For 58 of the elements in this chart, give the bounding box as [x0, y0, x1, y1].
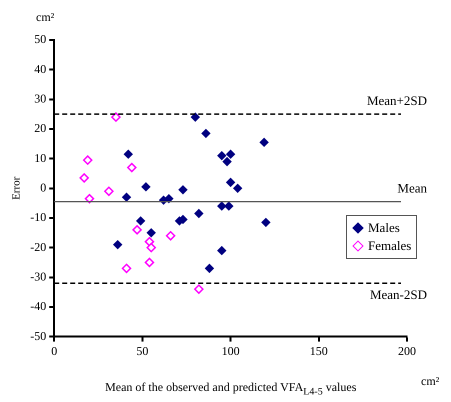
y-tick-label: -40 — [30, 299, 46, 314]
point — [132, 225, 142, 235]
point — [84, 194, 94, 204]
point — [113, 240, 122, 250]
point — [111, 112, 121, 122]
point — [201, 128, 210, 138]
point — [141, 182, 150, 192]
x-tick-label: 0 — [51, 344, 58, 358]
ref-line-label: Mean — [397, 180, 428, 196]
point — [226, 150, 236, 159]
point — [82, 155, 92, 165]
point — [79, 173, 89, 183]
point — [104, 186, 114, 196]
point — [127, 162, 137, 172]
point — [194, 284, 204, 294]
point — [222, 157, 232, 166]
point — [166, 231, 176, 241]
point — [136, 216, 146, 226]
y-tick-label: 20 — [34, 121, 46, 136]
point — [194, 209, 204, 218]
point — [204, 264, 214, 273]
y-tick-label: -10 — [30, 210, 46, 224]
ref-line-label: Mean-2SD — [370, 287, 427, 302]
point — [178, 185, 188, 194]
point — [224, 202, 234, 211]
x-axis-title: Mean of the observed and predicted VFA$_{L4-5}$ values — [105, 380, 356, 398]
point — [146, 242, 156, 252]
x-tick-label: 50 — [136, 344, 148, 358]
y-tick-label: 0 — [40, 180, 46, 194]
point — [146, 228, 156, 238]
x-tick-label: 200 — [398, 344, 416, 358]
text: cm² — [421, 374, 440, 389]
x-tick-label: 100 — [222, 344, 240, 358]
point — [122, 192, 132, 202]
point — [217, 151, 226, 160]
point — [124, 150, 133, 159]
x-tick-label: 150 — [310, 344, 328, 358]
y-tick-label: -50 — [30, 328, 46, 343]
point — [122, 264, 132, 274]
y-tick-label: -20 — [30, 240, 46, 254]
point — [217, 246, 226, 256]
point — [190, 112, 200, 122]
point — [226, 178, 236, 187]
y-tick-label: -30 — [30, 269, 46, 284]
y-tick-label: 10 — [34, 150, 46, 165]
y-axis-title: Error — [10, 176, 22, 200]
point — [144, 258, 154, 268]
point — [261, 218, 270, 227]
point — [260, 138, 269, 147]
y-tick-label: 40 — [34, 62, 46, 76]
legend-label: Males — [368, 218, 400, 237]
ref-line-label: Mean+2SD — [366, 93, 427, 108]
y-tick-label: 30 — [34, 91, 46, 106]
point — [233, 184, 242, 193]
text: cm² — [36, 10, 54, 25]
y-tick-label: 50 — [34, 32, 46, 46]
point — [217, 202, 226, 211]
legend-label: Females — [368, 236, 412, 255]
